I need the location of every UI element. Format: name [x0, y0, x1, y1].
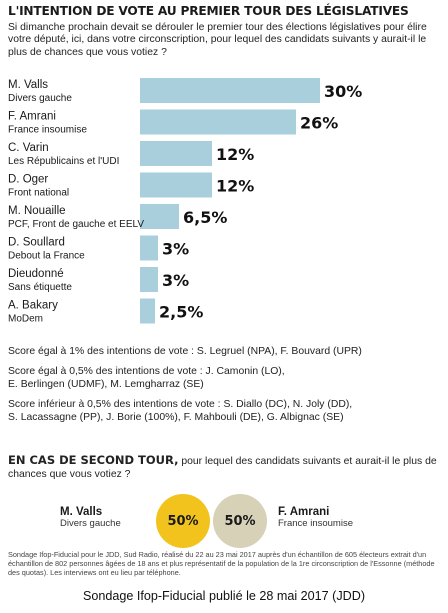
- candidate-name: M. Nouaille: [8, 205, 66, 217]
- candidate-name: Dieudonné: [8, 268, 64, 280]
- second-round-left-candidate: M. Valls Divers gauche: [60, 506, 121, 529]
- value-label: 2,5%: [159, 303, 203, 322]
- right-score: 50%: [224, 513, 256, 529]
- note-05pct-b: E. Berlingen (UDMF), M. Lemgharraz (SE): [8, 379, 204, 390]
- candidate-name: D. Oger: [8, 174, 48, 186]
- left-score: 50%: [167, 513, 199, 529]
- methodology-note: Sondage Ifop-Fiducial pour le JDD, Sud R…: [8, 550, 435, 577]
- note-lt05pct-a: Score inférieur à 0,5% des intentions de…: [8, 399, 353, 410]
- bar-chart: M. Valls Divers gauche 30% F. Amrani France …: [8, 78, 362, 325]
- value-label: 30%: [324, 82, 362, 101]
- value-label: 12%: [216, 145, 254, 164]
- minor-candidates-notes: Score égal à 1% des intentions de vote :…: [8, 345, 442, 431]
- second-round-question: pour lequel des candidats suivants et au…: [8, 456, 437, 480]
- candidate-party: Front national: [8, 188, 69, 199]
- value-label: 3%: [162, 240, 189, 259]
- source-caption: Sondage Ifop-Fiducial publié le 28 mai 2…: [82, 589, 366, 603]
- bar: [140, 78, 320, 103]
- chart-title: L'INTENTION DE VOTE AU PREMIER TOUR DES …: [8, 4, 409, 18]
- second-round-heading: EN CAS DE SECOND TOUR, pour lequel des c…: [8, 454, 438, 481]
- candidate-name: M. Valls: [8, 79, 48, 91]
- candidate-party: Divers gauche: [8, 93, 72, 104]
- bar: [140, 235, 158, 261]
- bar: [140, 298, 155, 324]
- second-round-title: EN CAS DE SECOND TOUR,: [8, 453, 179, 467]
- value-label: 3%: [162, 271, 189, 290]
- bar: [140, 141, 212, 166]
- bar: [140, 109, 296, 135]
- note-1pct: Score égal à 1% des intentions de vote :…: [8, 346, 362, 357]
- value-label: 12%: [216, 177, 254, 196]
- value-label: 26%: [300, 114, 338, 133]
- candidate-party: PCF, Front de gauche et EELV: [8, 219, 144, 230]
- candidate-name: A. Bakary: [8, 300, 58, 312]
- right-score-circle: 50%: [213, 494, 267, 548]
- bar: [140, 172, 212, 198]
- candidate-party: France insoumise: [8, 125, 87, 136]
- bar: [140, 267, 158, 292]
- note-05pct-a: Score égal à 0,5% des intentions de vote…: [8, 366, 285, 377]
- right-candidate-name: F. Amrani: [278, 506, 330, 518]
- poll-question: Si dimanche prochain devait se dérouler …: [8, 22, 427, 58]
- candidate-party: Debout la France: [8, 251, 85, 262]
- candidate-party: Sans étiquette: [8, 282, 72, 293]
- candidate-name: C. Varin: [8, 142, 49, 154]
- candidate-party: Les Républicains et l'UDI: [8, 156, 119, 167]
- value-label: 6,5%: [183, 208, 227, 227]
- left-candidate-name: M. Valls: [60, 506, 103, 518]
- candidate-party: MoDem: [8, 314, 43, 325]
- bar: [140, 204, 179, 229]
- second-round-right-candidate: F. Amrani France insoumise: [278, 506, 353, 529]
- candidate-name: F. Amrani: [8, 111, 56, 123]
- candidate-name: D. Soullard: [8, 237, 65, 249]
- right-candidate-party: France insoumise: [278, 518, 353, 529]
- note-lt05pct-b: S. Lacassagne (PP), J. Borie (100%), F. …: [8, 412, 344, 423]
- left-score-circle: 50%: [156, 494, 210, 548]
- left-candidate-party: Divers gauche: [60, 518, 121, 529]
